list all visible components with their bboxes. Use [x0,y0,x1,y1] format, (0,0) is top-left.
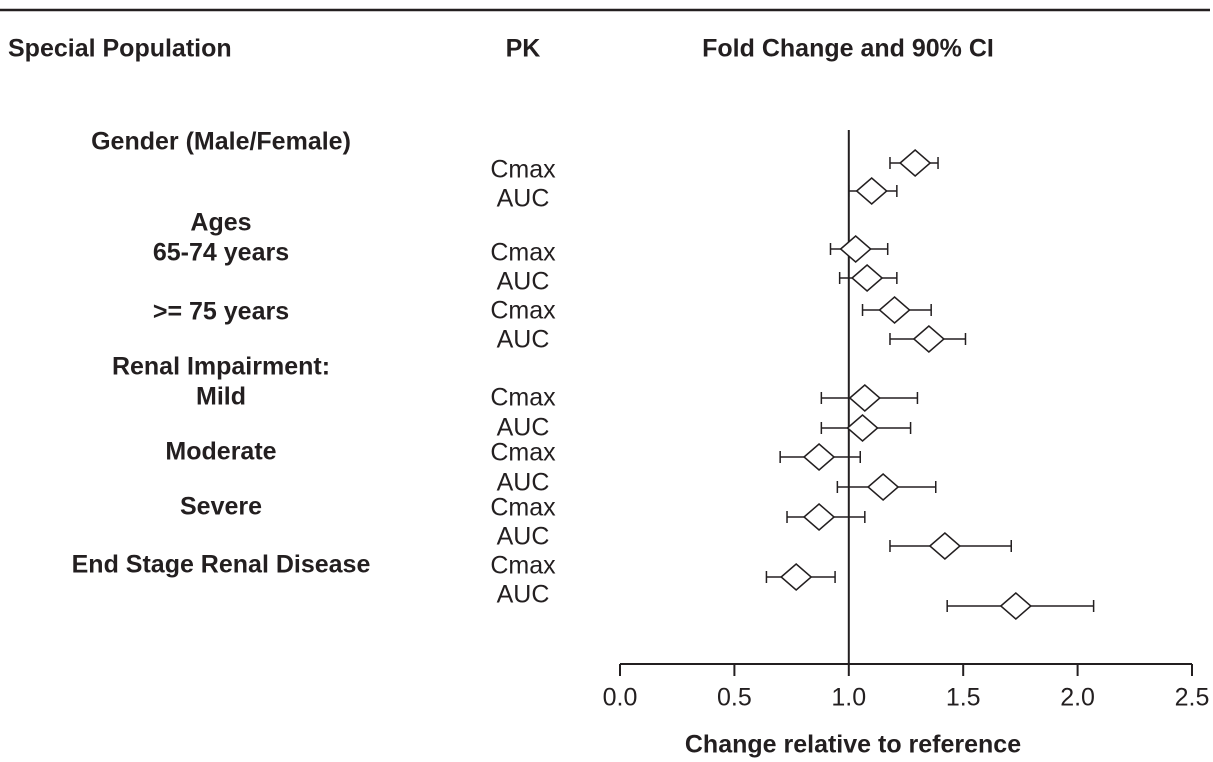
estimate-diamond [899,149,932,177]
x-tick-label: 2.0 [1060,684,1095,712]
population-label: Renal Impairment: [112,353,330,381]
x-tick-label: 1.0 [831,684,866,712]
pk-label: Cmax [490,552,556,580]
estimate-diamond [999,592,1032,620]
estimate-diamond [850,264,884,292]
pk-label: AUC [497,581,550,609]
pk-label: Cmax [490,239,556,267]
pk-label: AUC [497,414,550,442]
estimate-diamond [846,414,879,442]
x-axis-label: Change relative to reference [685,731,1021,759]
pk-label: AUC [497,268,550,296]
population-label: End Stage Renal Disease [72,551,371,579]
column-header: Fold Change and 90% CI [702,35,994,63]
estimate-diamond [912,325,946,353]
estimate-diamond [848,384,881,412]
population-label: Severe [180,493,262,521]
pk-label: AUC [497,326,550,354]
pk-label: Cmax [490,156,556,184]
column-header: Special Population [8,35,232,63]
x-tick-label: 0.0 [603,684,638,712]
population-label: 65-74 years [153,239,289,267]
estimate-diamond [855,177,888,205]
estimate-diamond [780,563,813,591]
population-label: Gender (Male/Female) [91,128,351,156]
pk-label: AUC [497,523,550,551]
pk-label: Cmax [490,297,556,325]
column-header: PK [506,35,541,63]
estimate-diamond [802,503,836,531]
estimate-diamond [839,235,872,263]
pk-label: Cmax [490,384,556,412]
pk-label: Cmax [490,439,556,467]
pk-label: AUC [497,469,550,497]
population-label: >= 75 years [153,298,289,326]
x-tick-label: 2.5 [1175,684,1210,712]
estimate-diamond [802,443,836,471]
estimate-diamond [928,532,962,560]
estimate-diamond [878,296,911,324]
pk-label: Cmax [490,494,556,522]
x-tick-label: 0.5 [717,684,752,712]
pk-label: AUC [497,185,550,213]
x-tick-label: 1.5 [946,684,981,712]
population-label: Mild [196,383,246,411]
population-label: Ages [190,209,251,237]
population-label: Moderate [165,438,276,466]
estimate-diamond [866,473,900,501]
